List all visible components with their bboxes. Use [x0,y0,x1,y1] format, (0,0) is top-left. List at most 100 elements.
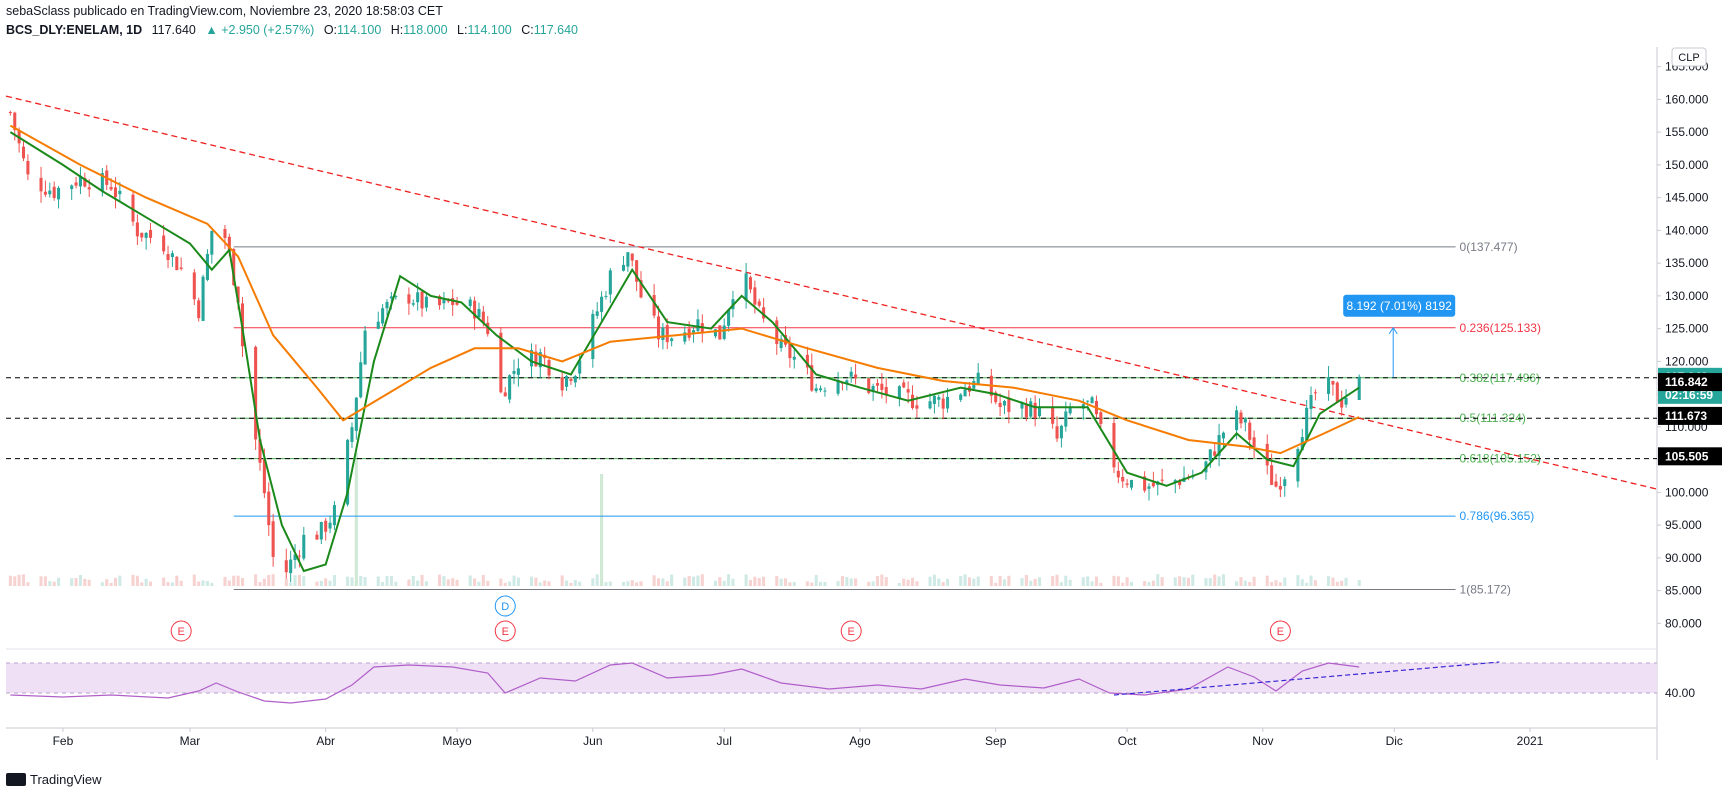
volume-bar [1335,581,1339,586]
candle-body [529,350,534,367]
volume-bar [394,581,398,586]
candle-body [1340,399,1344,408]
volume-bar [192,574,196,586]
volume-bar [1121,582,1125,586]
earnings-marker [1269,620,1291,642]
volume-bar [100,582,104,586]
volume-bar [1059,582,1063,586]
candle-body [867,378,871,393]
candle-body [179,267,183,269]
volume-bar [814,575,818,586]
tradingview-logo[interactable]: TradingView [6,772,102,787]
volume-bar [140,582,144,586]
candle-body [845,380,849,384]
volume-bar [670,574,674,586]
volume-bar [113,577,118,586]
candle-body [994,392,998,403]
candle-body [976,372,980,385]
candle-body [775,320,779,345]
candle-body [346,439,350,505]
candle-body [1129,480,1134,488]
y-tick-label: 130.000 [1665,289,1709,303]
volume-bar [1125,577,1129,586]
candle-body [162,235,166,252]
volume-bar [512,575,516,586]
volume-bar [8,575,12,586]
candle-body [57,187,61,200]
x-tick-label: Oct [1118,734,1137,748]
ohlc-line: BCS_DLY:ENELAM, 1D 117.640 ▲ +2.950 (+2.… [6,23,578,37]
volume-bar [1160,577,1164,586]
candle-body [937,397,941,400]
y-tick-label: 155.000 [1665,125,1709,139]
volume-bar [626,581,630,586]
volume-bar [240,577,245,586]
volume-bar [1178,576,1182,586]
rsi-band [6,663,1657,693]
candle-body [201,276,205,321]
candle-body [630,253,634,261]
currency-badge[interactable]: CLP [1671,47,1707,67]
candle-body [1020,403,1024,409]
candle-body [83,178,87,187]
volume-bar [757,577,761,586]
volume-bar [197,581,201,586]
volume-bar [792,582,796,586]
volume-bar [481,574,485,586]
volume-bar [486,580,490,586]
volume-bar [381,582,385,586]
volume-bar [937,578,941,586]
volume-bar [1151,580,1155,586]
candle-body [350,427,354,442]
volume-bar [1182,577,1186,586]
candle-body [438,296,442,306]
x-tick-label: Dic [1386,734,1403,748]
candle-body [131,194,135,222]
candle-body [389,296,393,299]
volume-bar [389,576,393,586]
candle-body [468,299,472,307]
candle-body [788,343,792,359]
candle-body [875,383,880,386]
volume-bar [1068,579,1072,586]
candle-body [236,286,240,303]
rsi-tick-label: 40.00 [1665,686,1695,700]
price-tag [1658,447,1722,466]
volume-bar [175,575,179,586]
candle-body [442,298,446,304]
candle-body [78,175,82,187]
candle-body [1059,425,1063,439]
ema-fast-line [9,131,1360,573]
change-value: ▲ +2.950 (+2.57%) [205,23,314,37]
candle-body [473,300,477,319]
price-tag-label: 105.505 [1665,449,1709,463]
y-tick-label: 95.000 [1665,518,1702,532]
candle-body [293,554,297,561]
volume-bar [376,576,380,586]
volume-bar [967,577,971,586]
candle-body [656,316,661,340]
volume-bar [302,576,306,586]
volume-bar [753,576,757,586]
volume-bar [840,576,844,586]
price-tag [1658,406,1722,425]
volume-bar [1248,582,1252,586]
volume-bar [258,582,262,586]
candle-body [722,325,726,339]
volume-bar [731,578,735,586]
candle-body [302,534,306,559]
candle-body [779,338,783,348]
y-tick-label: 100.000 [1665,485,1709,499]
volume-bar [565,580,569,586]
candle-body [223,228,227,238]
volume-bar [385,576,389,586]
volume-bar [1116,576,1120,586]
volume-bar [1037,577,1042,586]
candle-body [608,270,612,295]
candle-body [906,389,910,393]
candle-body [503,392,507,397]
volume-bar [1064,575,1068,586]
candle-body [713,329,717,337]
candle-body [538,352,542,368]
